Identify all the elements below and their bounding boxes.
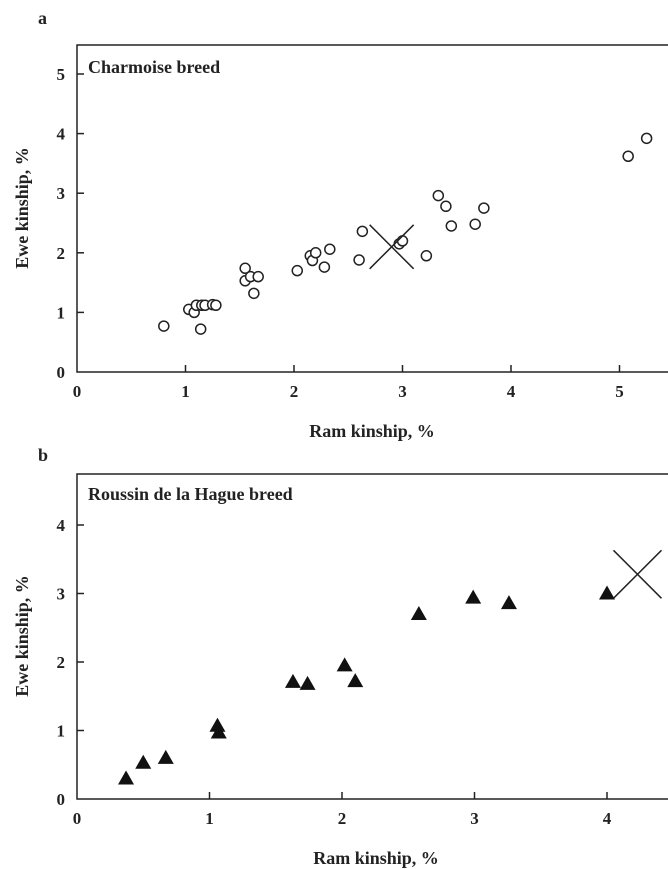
panel-b-frame xyxy=(76,473,668,800)
data-point xyxy=(465,589,482,604)
panel-b-x-tick-label: 2 xyxy=(338,809,347,828)
panel-b-x-tick-label: 4 xyxy=(603,809,612,828)
data-point xyxy=(599,585,615,600)
panel-b-points xyxy=(118,585,615,785)
panel-a-mean-marker xyxy=(369,224,415,270)
data-point xyxy=(157,749,174,764)
data-point xyxy=(209,717,226,732)
panel-a-chart: a Charmoise breed 0 1 2 3 4 5 0 1 2 3 4 5 Ram kinsh… xyxy=(12,8,668,441)
data-point xyxy=(336,657,353,672)
panel-b-y-tick-label: 4 xyxy=(57,516,66,535)
panel-a-x-axis-title: Ram kinship, % xyxy=(309,421,435,441)
data-point xyxy=(284,673,301,688)
mean-cross-line xyxy=(369,224,415,270)
mean-cross-line xyxy=(612,549,663,599)
panel-b-chart: b Roussin de la Hague breed 0 1 2 3 4 0 1 2 3 4 R… xyxy=(12,445,668,868)
data-point xyxy=(396,235,409,247)
panel-b-y-tick-label: 0 xyxy=(57,790,66,809)
data-point xyxy=(445,220,458,232)
data-point xyxy=(324,243,336,255)
panel-b-x-axis-title: Ram kinship, % xyxy=(313,848,439,868)
panel-b-mean-marker xyxy=(612,549,663,599)
panel-a-y-tick-label: 2 xyxy=(57,244,66,263)
panel-a-letter: a xyxy=(38,8,47,28)
data-point xyxy=(469,218,481,230)
data-point xyxy=(239,262,251,275)
data-point xyxy=(309,247,322,259)
panel-a-frame xyxy=(76,44,668,373)
panel-a-y-tick-label: 5 xyxy=(57,65,66,84)
data-point xyxy=(410,606,427,621)
data-point xyxy=(640,132,653,145)
panel-a-y-tick-label: 3 xyxy=(57,184,66,203)
data-point xyxy=(194,323,207,335)
panel-a-x-tick-label: 3 xyxy=(398,382,407,401)
panel-a-points xyxy=(158,132,653,335)
data-point xyxy=(118,770,135,785)
panel-a-x-tick-label: 1 xyxy=(181,382,190,401)
data-point xyxy=(440,200,452,213)
data-point xyxy=(252,270,264,283)
panel-b-x-tick-label: 3 xyxy=(470,809,479,828)
data-point xyxy=(210,299,222,311)
data-point xyxy=(291,264,304,277)
data-point xyxy=(420,250,433,262)
panel-a-ticks: 0 1 2 3 4 5 0 1 2 3 4 5 xyxy=(57,65,624,401)
panel-b-x-tick-label: 0 xyxy=(73,809,82,828)
data-point xyxy=(135,754,152,769)
data-point xyxy=(248,287,260,300)
data-point xyxy=(500,595,517,610)
panel-a-y-tick-label: 4 xyxy=(57,125,66,144)
data-point xyxy=(347,673,364,688)
data-point xyxy=(478,202,490,214)
panel-b-y-tick-label: 1 xyxy=(57,722,66,741)
panel-b-letter: b xyxy=(38,445,48,465)
data-point xyxy=(356,225,369,238)
panel-a-y-tick-label: 1 xyxy=(57,303,66,322)
panel-b-y-tick-label: 3 xyxy=(57,585,66,604)
panel-a-x-tick-label: 4 xyxy=(507,382,516,401)
panel-a-x-tick-label: 0 xyxy=(73,382,82,401)
data-point xyxy=(158,320,170,332)
panel-a-y-axis-title: Ewe kinship, % xyxy=(12,147,32,269)
panel-a-x-tick-label: 5 xyxy=(615,382,624,401)
data-point xyxy=(318,261,331,273)
data-point xyxy=(432,189,445,202)
data-point xyxy=(353,254,365,266)
panel-b-y-axis-title: Ewe kinship, % xyxy=(12,575,32,697)
data-point xyxy=(210,724,227,739)
data-point xyxy=(622,150,634,162)
panel-b-y-tick-label: 2 xyxy=(57,653,66,672)
data-point xyxy=(299,675,316,690)
panel-a-title: Charmoise breed xyxy=(88,57,220,77)
panel-a-x-tick-label: 2 xyxy=(290,382,299,401)
panel-a-y-tick-label: 0 xyxy=(57,363,66,382)
panel-b-x-tick-label: 1 xyxy=(205,809,214,828)
panel-b-title: Roussin de la Hague breed xyxy=(88,484,293,504)
panel-b-ticks: 0 1 2 3 4 0 1 2 3 4 xyxy=(57,516,612,828)
